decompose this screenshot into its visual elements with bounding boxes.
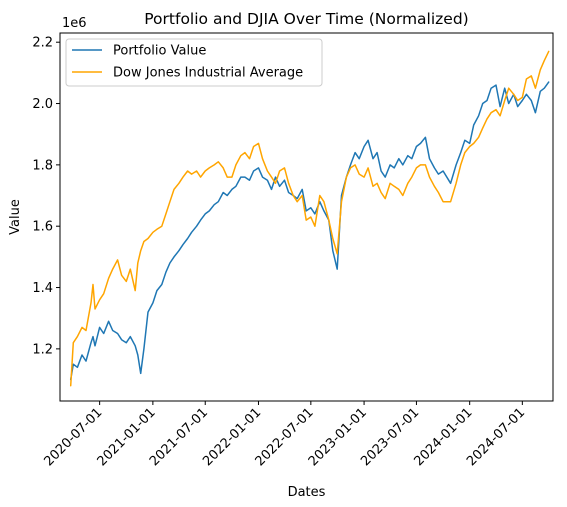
legend-label: Dow Jones Industrial Average <box>113 66 303 81</box>
chart-title: Portfolio and DJIA Over Time (Normalized… <box>144 10 468 28</box>
series-line-1 <box>69 81 550 381</box>
y-tick-label: 1.4 <box>32 281 53 296</box>
series-line-2 <box>69 50 550 387</box>
y-axis-ticks: 1.2 1.4 1.6 1.8 2.0 2.2 <box>32 36 60 357</box>
y-axis-label: Value <box>8 199 23 235</box>
legend-box <box>65 38 323 87</box>
y-tick-label: 2.2 <box>32 36 53 51</box>
plot-frame <box>59 32 554 402</box>
plot-series <box>69 50 550 387</box>
y-tick-label: 1.8 <box>32 158 53 173</box>
x-axis-label: Dates <box>288 485 326 500</box>
chart-legend: Portfolio Value Dow Jones Industrial Aver… <box>65 38 323 87</box>
y-tick-label: 1.2 <box>32 342 53 357</box>
x-axis-ticks: 2020-07-012021-01-012021-07-012022-01-01… <box>41 401 528 469</box>
y-axis-offset-label: 1e6 <box>62 16 87 31</box>
legend-label: Portfolio Value <box>113 44 206 59</box>
y-tick-label: 1.6 <box>32 220 53 235</box>
y-tick-label: 2.0 <box>32 97 53 112</box>
